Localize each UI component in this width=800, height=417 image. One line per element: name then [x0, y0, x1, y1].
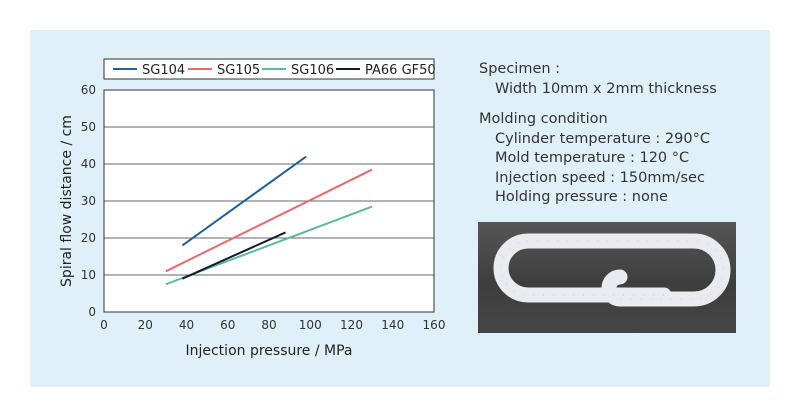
- y-tick-label-3: 30: [81, 194, 96, 208]
- specimen-photo: [478, 222, 736, 333]
- spiral-specimen-image: [493, 233, 731, 307]
- x-tick-label-2: 40: [179, 318, 194, 332]
- grid-lines: [104, 126, 434, 276]
- y-tick-label-0: 0: [88, 305, 96, 319]
- holding-pressure: Holding pressure : none: [495, 189, 668, 205]
- molding-heading: Molding condition: [479, 111, 608, 127]
- x-tick-labels: 0 20 40 60 80 100 120 140 160: [100, 318, 445, 332]
- y-tick-label-1: 10: [81, 268, 96, 282]
- test-conditions: Specimen : Width 10mm x 2mm thickness Mo…: [479, 60, 779, 208]
- y-tick-label-2: 20: [81, 231, 96, 245]
- series-lines: [165, 155, 373, 286]
- x-tick-label-1: 20: [138, 318, 153, 332]
- legend-label-0: SG104: [142, 63, 185, 78]
- x-tick-label-0: 0: [100, 318, 108, 332]
- x-tick-label-4: 80: [261, 318, 276, 332]
- specimen-heading: Specimen :: [479, 61, 561, 77]
- y-axis-label: Spiral flow distance / cm: [59, 115, 75, 287]
- series-line-1: [165, 168, 373, 273]
- x-tick-label-6: 120: [340, 318, 363, 332]
- x-tick-label-7: 140: [381, 318, 404, 332]
- x-tick-label-8: 160: [423, 318, 446, 332]
- y-tick-label-4: 40: [81, 157, 96, 171]
- series-line-0: [181, 155, 307, 247]
- legend-label-2: SG106: [291, 63, 334, 78]
- injection-speed: Injection speed : 150mm/sec: [495, 169, 705, 186]
- cylinder-temperature: Cylinder temperature : 290°C: [495, 130, 710, 147]
- x-tick-label-5: 100: [299, 318, 322, 332]
- y-tick-labels: 0 10 20 30 40 50 60: [81, 83, 96, 319]
- series-line-3: [181, 231, 286, 280]
- specimen-width: Width 10mm x 2mm thickness: [495, 80, 717, 97]
- legend-label-3: PA66 GF50: [365, 63, 436, 78]
- x-tick-label-3: 60: [220, 318, 235, 332]
- mold-temperature: Mold temperature : 120 °C: [495, 150, 690, 166]
- y-tick-label-5: 50: [81, 120, 96, 134]
- legend-label-1: SG105: [217, 63, 260, 78]
- y-tick-label-6: 60: [81, 83, 96, 97]
- x-axis-label: Injection pressure / MPa: [185, 343, 352, 359]
- legend: SG104 SG105 SG106 PA66 GF50: [113, 63, 436, 78]
